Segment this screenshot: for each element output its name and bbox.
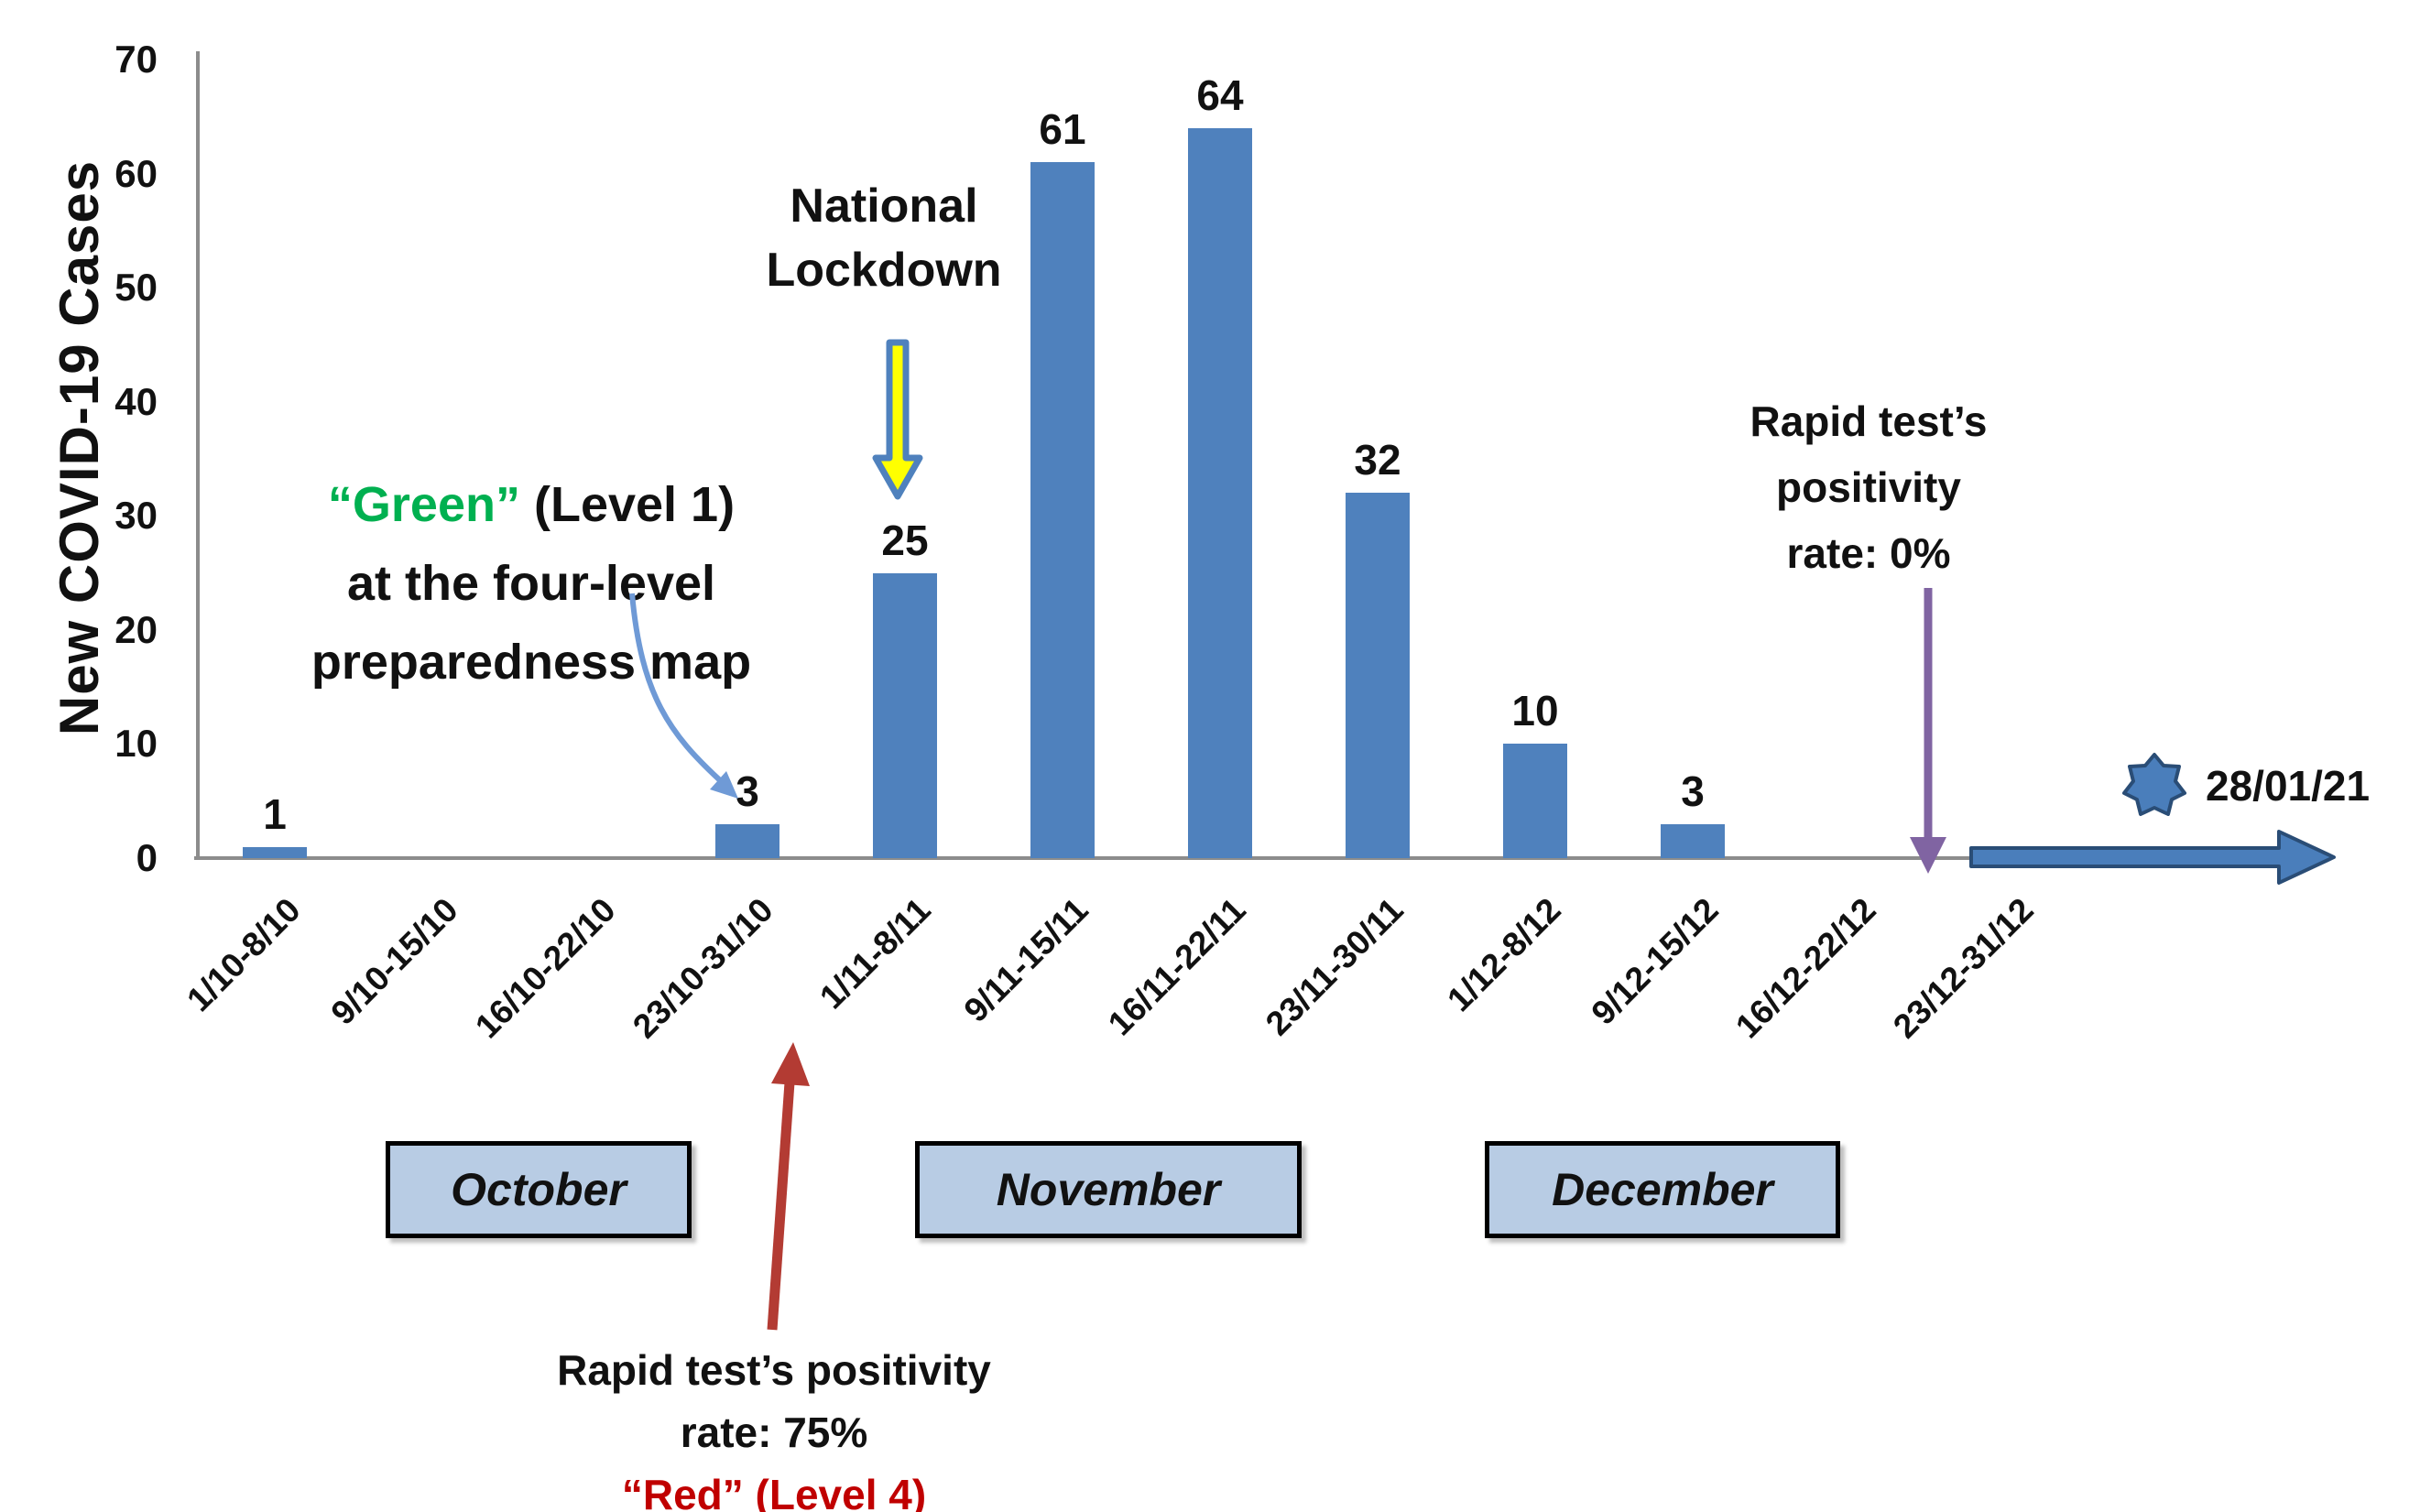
bar-value-label-16/11-22/11: 64 [1196, 71, 1244, 119]
bar-16/11-22/11 [1188, 127, 1252, 858]
green-annotation-rest: (Level 1) [519, 477, 736, 532]
bar-9/12-15/12 [1661, 823, 1725, 858]
green-level1-annotation: “Green” (Level 1) at the four-level prep… [211, 465, 852, 702]
x-axis-line [194, 856, 1976, 860]
rapid-test-75-annotation: Rapid test’s positivity rate: 75% “Red” … [408, 1339, 1140, 1512]
bar-value-label-9/12-15/12: 3 [1681, 767, 1705, 815]
red-up-arrow-shaft-icon [767, 1082, 795, 1331]
rapid-zero-line3: rate: 0% [1786, 529, 1951, 577]
month-box-october: October [386, 1141, 692, 1238]
rapid-75-line1: Rapid test’s positivity [557, 1346, 991, 1394]
timeline-date-label: 28/01/21 [2206, 762, 2371, 810]
bar-value-label-23/10-31/10: 3 [736, 767, 759, 815]
star-badge-icon [2122, 753, 2186, 816]
y-tick-label-20: 20 [114, 607, 158, 651]
lockdown-line2: Lockdown [766, 244, 1002, 297]
bar-value-label-1/10-8/10: 1 [263, 789, 287, 838]
green-annotation-line2: at the four-level [346, 556, 716, 611]
bar-1/11-8/11 [873, 572, 937, 858]
rapid-zero-line2: positivity [1776, 463, 1961, 511]
y-tick-label-40: 40 [114, 379, 158, 423]
month-box-december: December [1485, 1141, 1840, 1238]
y-tick-label-60: 60 [114, 151, 158, 195]
bar-1/12-8/12 [1503, 744, 1567, 858]
y-tick-label-0: 0 [136, 836, 158, 879]
lockdown-down-arrow-icon [872, 339, 923, 500]
y-tick-label-70: 70 [114, 38, 158, 81]
rapid-zero-line1: Rapid test’s [1750, 397, 1988, 445]
green-annotation-line3: preparedness map [311, 635, 752, 690]
green-highlight-text: “Green” [327, 477, 520, 532]
rapid-75-line2: rate: 75% [680, 1409, 868, 1456]
green-annotation-line1: “Green” (Level 1) [211, 465, 852, 544]
bar-9/11-15/11 [1030, 162, 1095, 858]
y-axis-line [196, 51, 200, 860]
y-tick-label-30: 30 [114, 494, 158, 538]
bar-23/10-31/10 [715, 823, 779, 858]
bar-value-label-1/12-8/12: 10 [1511, 687, 1559, 735]
purple-down-arrowhead-icon [1910, 837, 1946, 874]
rapid-75-line3: “Red” (Level 4) [621, 1471, 927, 1512]
bar-value-label-9/11-15/11: 61 [1039, 105, 1086, 154]
y-tick-label-50: 50 [114, 266, 158, 310]
rapid-test-zero-annotation: Rapid test’s positivity rate: 0% [1640, 388, 2098, 586]
y-tick-label-10: 10 [114, 722, 158, 766]
bar-value-label-1/11-8/11: 25 [881, 516, 929, 564]
bar-23/11-30/11 [1346, 493, 1410, 858]
national-lockdown-annotation: National Lockdown [701, 174, 1067, 302]
bar-1/10-8/10 [243, 846, 307, 858]
month-box-november: November [915, 1141, 1302, 1238]
lockdown-line1: National [790, 179, 978, 233]
bar-value-label-23/11-30/11: 32 [1354, 436, 1401, 484]
timeline-right-arrow-icon [1969, 830, 2336, 885]
